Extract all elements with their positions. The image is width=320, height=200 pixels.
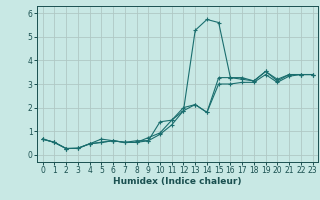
X-axis label: Humidex (Indice chaleur): Humidex (Indice chaleur) — [113, 177, 242, 186]
